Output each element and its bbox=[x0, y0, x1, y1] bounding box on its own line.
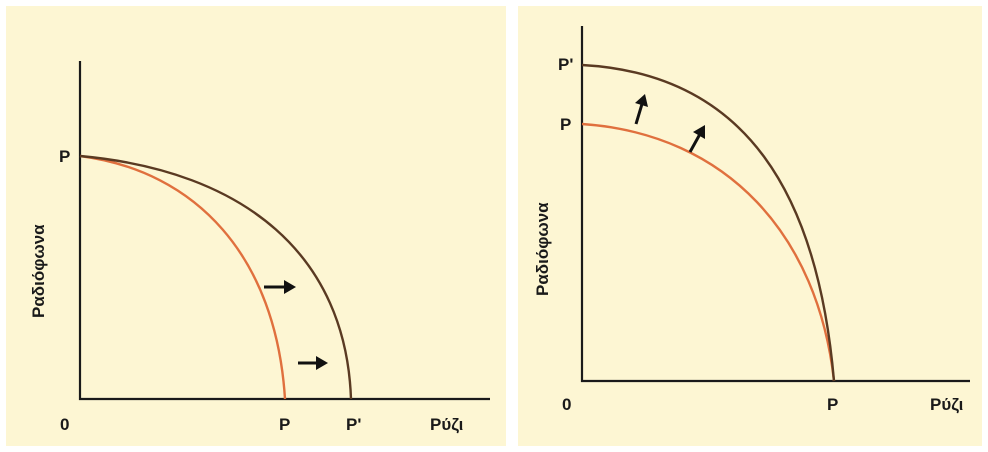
right-original-ppf-curve bbox=[581, 122, 836, 382]
right-arrow-icon bbox=[298, 356, 328, 370]
right-diagram: P' P 0 P Ρύζι Ραδιόφωνα bbox=[533, 26, 970, 414]
left-y-intercept-label: P bbox=[59, 147, 70, 166]
left-diagram-panel: P 0 P P' Ρύζι Ραδιόφωνα bbox=[6, 6, 506, 446]
left-x-axis-label: Ρύζι bbox=[430, 415, 464, 434]
right-y-intercept-original-label: P bbox=[560, 115, 571, 134]
right-x-intercept-label: P bbox=[827, 395, 838, 414]
left-origin-label: 0 bbox=[60, 415, 69, 434]
right-origin-label: 0 bbox=[562, 395, 571, 414]
right-axes bbox=[580, 26, 970, 383]
right-diagram-panel: P' P 0 P Ρύζι Ραδιόφωνα bbox=[518, 6, 982, 446]
left-x-intercept-shifted-label: P' bbox=[346, 415, 361, 434]
right-x-axis-label: Ρύζι bbox=[930, 395, 964, 414]
up-arrow-icon bbox=[688, 125, 705, 153]
right-arrow-icon bbox=[264, 280, 296, 294]
right-shifted-ppf-curve bbox=[581, 63, 836, 382]
left-x-intercept-original-label: P bbox=[279, 415, 290, 434]
left-y-axis-label: Ραδιόφωνα bbox=[29, 224, 48, 318]
left-original-ppf-curve bbox=[79, 154, 287, 400]
left-shifted-ppf-curve bbox=[79, 154, 353, 400]
left-axes bbox=[78, 61, 490, 401]
right-y-intercept-shifted-label: P' bbox=[558, 55, 573, 74]
left-diagram: P 0 P P' Ρύζι Ραδιόφωνα bbox=[29, 61, 490, 434]
up-arrow-icon bbox=[634, 94, 648, 125]
right-y-axis-label: Ραδιόφωνα bbox=[533, 202, 552, 296]
